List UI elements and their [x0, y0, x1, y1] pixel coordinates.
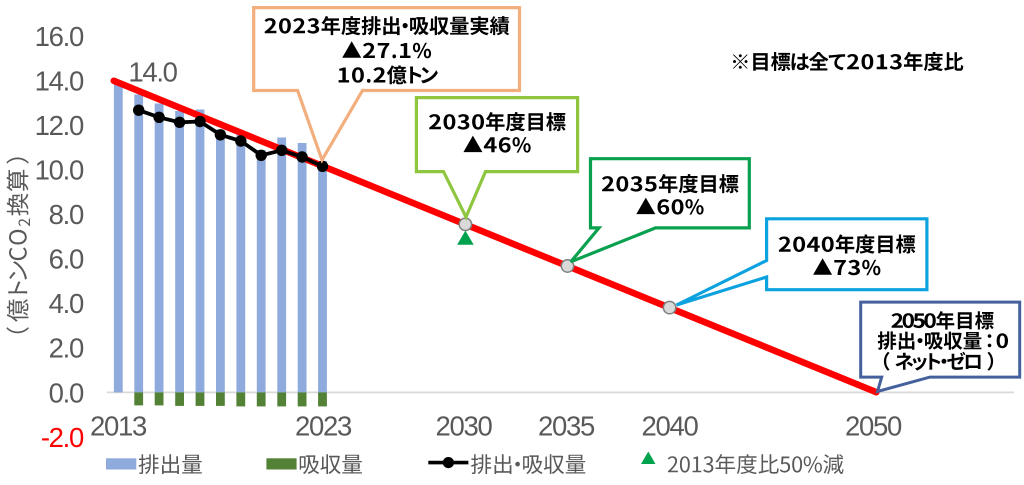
svg-text:-2.0: -2.0	[41, 422, 84, 453]
svg-text:2040: 2040	[642, 410, 699, 441]
svg-text:2.0: 2.0	[49, 333, 84, 364]
svg-text:14.0: 14.0	[35, 66, 84, 97]
svg-text:2023: 2023	[295, 410, 352, 441]
svg-text:16.0: 16.0	[35, 21, 84, 52]
svg-text:4.0: 4.0	[49, 288, 84, 319]
svg-text:14.0: 14.0	[128, 57, 177, 88]
svg-text:6.0: 6.0	[49, 244, 84, 275]
svg-text:12.0: 12.0	[35, 110, 84, 141]
svg-text:10.0: 10.0	[35, 155, 84, 186]
svg-text:2030: 2030	[436, 410, 493, 441]
svg-text:8.0: 8.0	[49, 199, 84, 230]
svg-text:0.0: 0.0	[49, 377, 84, 408]
svg-text:2013: 2013	[90, 410, 147, 441]
svg-text:2035: 2035	[538, 410, 595, 441]
svg-text:2050: 2050	[845, 410, 902, 441]
